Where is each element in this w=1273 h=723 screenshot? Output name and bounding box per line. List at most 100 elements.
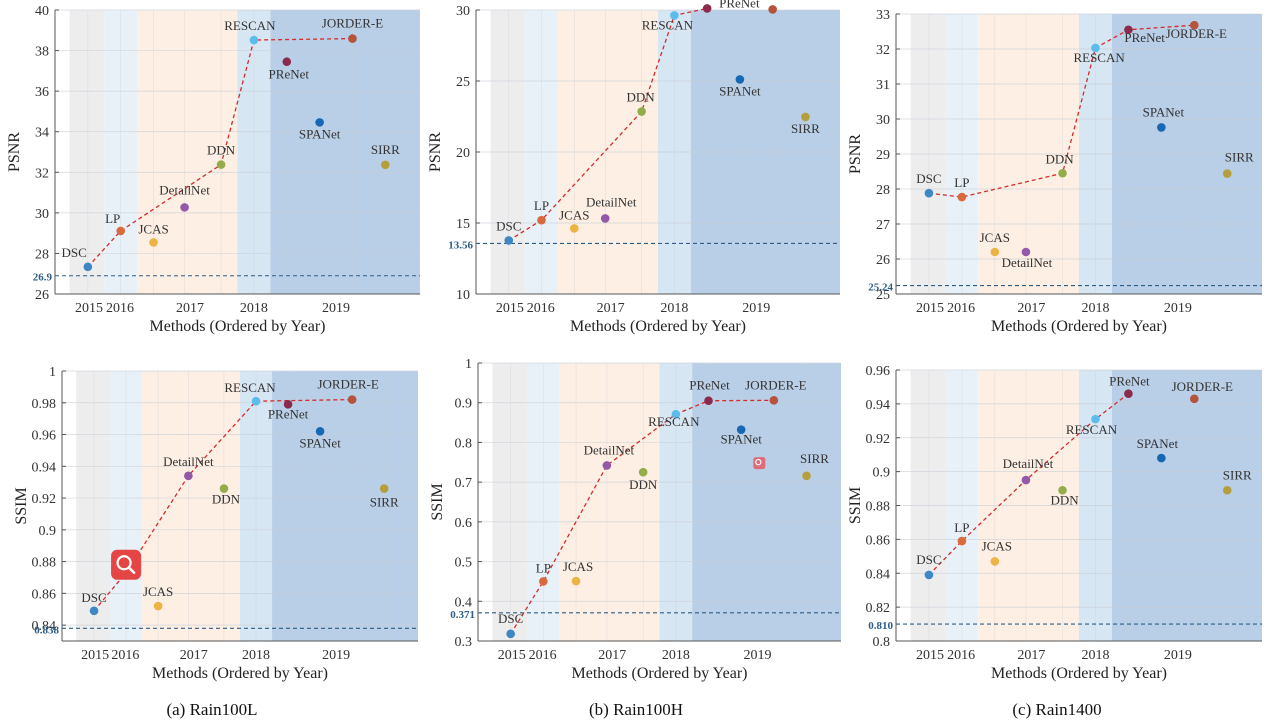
data-point-prenet[interactable] (1124, 389, 1133, 399)
data-point-jorder-e[interactable] (347, 395, 357, 404)
data-point-ddn[interactable] (1058, 168, 1067, 178)
point-label-sirr: SIRR (800, 451, 829, 466)
x-tick-label: 2016 (947, 301, 975, 316)
data-point-detailnet[interactable] (1021, 247, 1031, 257)
data-point-jorder-e[interactable] (768, 5, 777, 14)
data-point-jorder-e[interactable] (1189, 20, 1199, 30)
zoom-magnifier-bg[interactable] (111, 549, 142, 580)
data-point-detailnet[interactable] (600, 214, 610, 223)
data-point-ddn[interactable] (216, 160, 226, 169)
data-point-dsc[interactable] (506, 629, 515, 639)
data-point-prenet[interactable] (282, 57, 292, 67)
x-tick-label: 2016 (527, 301, 555, 316)
y-tick-label: 0.9 (39, 524, 57, 539)
point-label-sirr: SIRR (371, 142, 400, 157)
point-label-jorder-e: JORDER-E (317, 377, 378, 392)
data-point-jcas[interactable] (569, 224, 579, 233)
data-point-sirr[interactable] (1222, 485, 1232, 495)
data-point-rescan[interactable] (671, 409, 681, 419)
point-label-jorder-e: JORDER-E (1166, 26, 1227, 41)
point-label-prenet: PReNet (689, 378, 730, 393)
point-label-detailnet: DetailNet (163, 454, 214, 469)
data-point-prenet[interactable] (704, 396, 713, 406)
data-point-jcas[interactable] (990, 557, 1000, 566)
point-label-jcas: JCAS (563, 559, 593, 574)
data-point-rescan[interactable] (251, 396, 261, 406)
data-point-detailnet[interactable] (1021, 475, 1031, 485)
data-point-jcas[interactable] (571, 576, 581, 586)
point-label-ddn: DDN (629, 477, 658, 492)
data-point-lp[interactable] (537, 215, 546, 225)
data-point-jorder-e[interactable] (348, 34, 357, 43)
data-point-rescan[interactable] (1091, 414, 1100, 424)
data-point-prenet[interactable] (1124, 25, 1133, 35)
y-tick-label: 38 (35, 45, 49, 60)
data-point-lp[interactable] (957, 536, 967, 546)
data-point-spanet[interactable] (315, 118, 324, 127)
y-tick-label: 25 (456, 75, 470, 90)
data-point-ddn[interactable] (1058, 485, 1067, 495)
zoom-magnifier-icon[interactable] (753, 457, 766, 470)
x-tick-label: 2018 (662, 648, 690, 663)
data-point-jcas[interactable] (153, 601, 163, 611)
data-point-detailnet[interactable] (184, 471, 193, 481)
x-axis-label: Methods (Ordered by Year) (152, 665, 328, 682)
data-point-prenet[interactable] (283, 400, 293, 409)
data-point-ddn[interactable] (637, 107, 646, 116)
baseline-label: 26.9 (33, 272, 53, 284)
x-tick-label: 2015 (81, 648, 109, 663)
data-point-lp[interactable] (539, 577, 548, 586)
data-point-spanet[interactable] (735, 75, 745, 84)
y-tick-label: 0.92 (866, 432, 891, 447)
data-point-jorder-e[interactable] (1189, 394, 1199, 404)
y-tick-label: 0.98 (32, 397, 57, 412)
y-tick-label: 0.84 (32, 619, 57, 634)
data-point-spanet[interactable] (315, 427, 325, 436)
data-point-jorder-e[interactable] (769, 396, 779, 405)
data-point-dsc[interactable] (504, 236, 514, 245)
baseline-label: 0.838 (34, 624, 59, 636)
point-label-lp: LP (534, 198, 549, 213)
data-point-ddn[interactable] (638, 467, 648, 477)
chart-rain100l-psnr: 26 28 30 32 34 36 38 40 2015 2016 2017 2018 2019 Meth… (6, 4, 420, 335)
x-axis-label: Methods (Ordered by Year) (572, 665, 748, 682)
point-label-dsc: DSC (81, 590, 106, 605)
data-point-spanet[interactable] (1157, 453, 1166, 463)
x-axis-label: Methods (Ordered by Year) (150, 318, 326, 335)
y-tick-label: 0.3 (455, 635, 473, 650)
data-point-dsc[interactable] (924, 570, 934, 580)
data-point-sirr[interactable] (381, 160, 390, 170)
data-point-detailnet[interactable] (180, 203, 189, 212)
y-tick-label: 1 (465, 357, 472, 372)
data-point-rescan[interactable] (670, 11, 679, 20)
data-point-sirr[interactable] (802, 471, 811, 481)
data-point-sirr[interactable] (801, 112, 810, 122)
y-tick-label: 32 (876, 43, 890, 58)
data-point-lp[interactable] (957, 192, 967, 202)
year-band-2019 (272, 371, 418, 641)
data-point-jcas[interactable] (990, 247, 1000, 257)
data-point-sirr[interactable] (379, 484, 389, 493)
data-point-jcas[interactable] (149, 238, 158, 247)
x-tick-label: 2017 (176, 301, 204, 316)
data-point-spanet[interactable] (736, 425, 746, 435)
data-point-prenet[interactable] (702, 4, 712, 13)
data-point-ddn[interactable] (219, 484, 229, 493)
zoom-magnifier-bg[interactable] (753, 457, 766, 470)
data-point-dsc[interactable] (924, 188, 934, 198)
data-point-rescan[interactable] (249, 35, 259, 45)
data-point-lp[interactable] (116, 226, 125, 236)
data-point-dsc[interactable] (89, 606, 99, 616)
point-label-jorder-e: JORDER-E (1172, 379, 1233, 394)
data-point-spanet[interactable] (1157, 123, 1166, 132)
y-tick-label: 25 (876, 288, 890, 303)
data-point-dsc[interactable] (83, 262, 93, 272)
zoom-magnifier-icon[interactable] (111, 549, 142, 580)
y-axis-label: PSNR (6, 132, 23, 172)
data-point-rescan[interactable] (1091, 43, 1100, 53)
data-point-detailnet[interactable] (602, 461, 612, 470)
data-point-sirr[interactable] (1222, 169, 1232, 178)
x-tick-label: 2015 (75, 301, 103, 316)
y-tick-label: 0.86 (32, 587, 57, 602)
